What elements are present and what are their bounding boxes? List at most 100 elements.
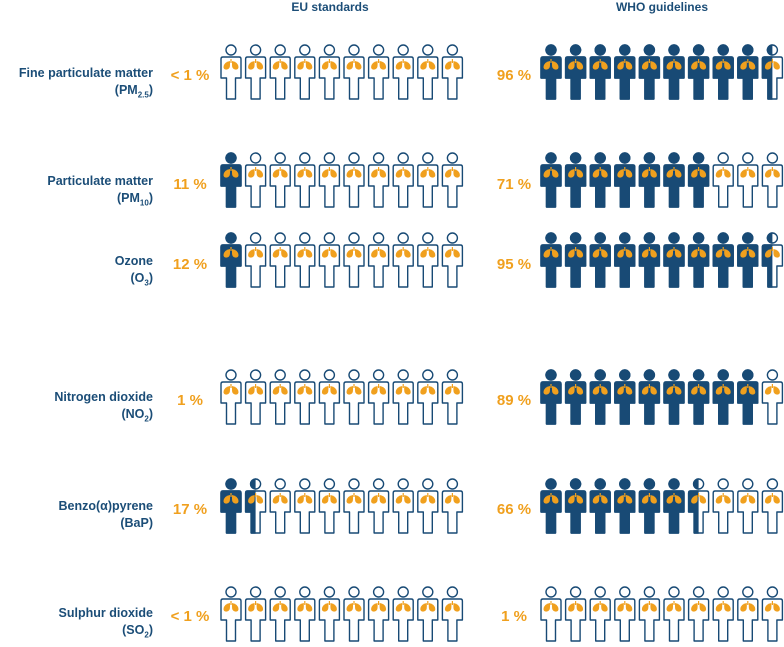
- person-head: [372, 478, 385, 490]
- person-head: [348, 478, 360, 490]
- person-icon: [269, 478, 291, 534]
- person-head: [422, 232, 434, 244]
- person-icon: [441, 44, 464, 100]
- person-body: [540, 598, 562, 642]
- person-body: [392, 56, 414, 100]
- person-body: [294, 244, 316, 288]
- person-exposed-fill: [540, 232, 562, 288]
- person-head: [594, 586, 606, 598]
- person-icon: [318, 44, 341, 100]
- person-icon: [294, 478, 316, 534]
- person-body: [417, 598, 439, 642]
- person-body: [294, 381, 316, 425]
- lungs-icon: [592, 493, 608, 504]
- person-head: [274, 478, 286, 490]
- person-icon: [294, 369, 316, 425]
- person-icon: [441, 232, 464, 288]
- lungs-icon: [321, 384, 337, 395]
- lungs-icon: [346, 384, 362, 395]
- lungs-icon: [395, 493, 411, 504]
- lungs-icon: [543, 601, 559, 612]
- who-column-header: WHO guidelines: [615, 0, 708, 14]
- person-icon: [614, 586, 636, 642]
- person-exposed-fill: [712, 44, 734, 100]
- person-icon: [638, 232, 661, 288]
- person-icon: [441, 152, 464, 208]
- person-body: [441, 164, 464, 208]
- person-icon: [392, 586, 414, 642]
- lungs-icon: [740, 59, 756, 70]
- person-body: [318, 244, 341, 288]
- lungs-icon: [321, 167, 337, 178]
- person-icon: [614, 232, 636, 288]
- person-icon: [663, 44, 685, 100]
- person-head: [348, 232, 360, 244]
- person-icon: [220, 369, 242, 425]
- pictogram-row-eu-2: [220, 232, 464, 288]
- person-body: [244, 381, 267, 425]
- lungs-icon: [691, 384, 707, 395]
- person-icon: [294, 232, 316, 288]
- person-icon: [737, 478, 759, 534]
- lungs-icon: [297, 59, 313, 70]
- lungs-icon: [617, 493, 633, 504]
- person-head: [668, 586, 680, 598]
- person-icon: [367, 369, 390, 425]
- person-exposed-fill: [220, 478, 242, 534]
- lungs-icon: [715, 247, 731, 258]
- person-head: [766, 152, 779, 164]
- person-head: [766, 369, 779, 381]
- lungs-icon: [592, 247, 608, 258]
- person-body: [663, 598, 685, 642]
- lungs-icon: [666, 247, 682, 258]
- lungs-icon: [371, 493, 387, 504]
- pollutant-name: Fine particulate matter: [18, 66, 153, 80]
- lungs-icon: [715, 601, 731, 612]
- lungs-icon: [223, 601, 239, 612]
- lungs-icon: [543, 247, 559, 258]
- person-icon: [244, 369, 267, 425]
- person-icon: [318, 478, 341, 534]
- person-body: [392, 164, 414, 208]
- person-exposed-fill: [564, 152, 587, 208]
- person-icon: [614, 152, 636, 208]
- person-head: [225, 369, 237, 381]
- person-body: [318, 56, 341, 100]
- person-head: [643, 586, 656, 598]
- person-icon: [614, 478, 636, 534]
- person-body: [712, 164, 734, 208]
- person-icon: [761, 232, 784, 288]
- pictogram-row-who-3: [540, 369, 784, 425]
- person-body: [417, 56, 439, 100]
- person-body: [269, 164, 291, 208]
- person-icon: [441, 369, 464, 425]
- lungs-icon: [617, 167, 633, 178]
- lungs-icon: [248, 167, 264, 178]
- person-icon: [687, 478, 710, 534]
- person-icon: [663, 478, 685, 534]
- lungs-icon: [568, 384, 584, 395]
- lungs-icon: [543, 167, 559, 178]
- person-icon: [417, 152, 439, 208]
- person-head: [323, 44, 336, 56]
- person-head: [397, 478, 409, 490]
- eu-pct-bap: 17 %: [172, 501, 208, 518]
- person-body: [269, 490, 291, 534]
- person-icon: [614, 44, 636, 100]
- person-icon: [687, 152, 710, 208]
- person-icon: [737, 232, 759, 288]
- person-head: [397, 586, 409, 598]
- person-body: [294, 598, 316, 642]
- lungs-icon: [444, 601, 460, 612]
- person-icon: [367, 232, 390, 288]
- person-head: [299, 586, 311, 598]
- person-icon: [687, 586, 710, 642]
- person-exposed-fill: [737, 369, 759, 425]
- person-icon: [687, 44, 710, 100]
- person-head: [348, 152, 360, 164]
- lungs-icon: [740, 384, 756, 395]
- person-icon: [269, 152, 291, 208]
- lungs-icon: [666, 384, 682, 395]
- person-head: [348, 586, 360, 598]
- person-body: [244, 598, 267, 642]
